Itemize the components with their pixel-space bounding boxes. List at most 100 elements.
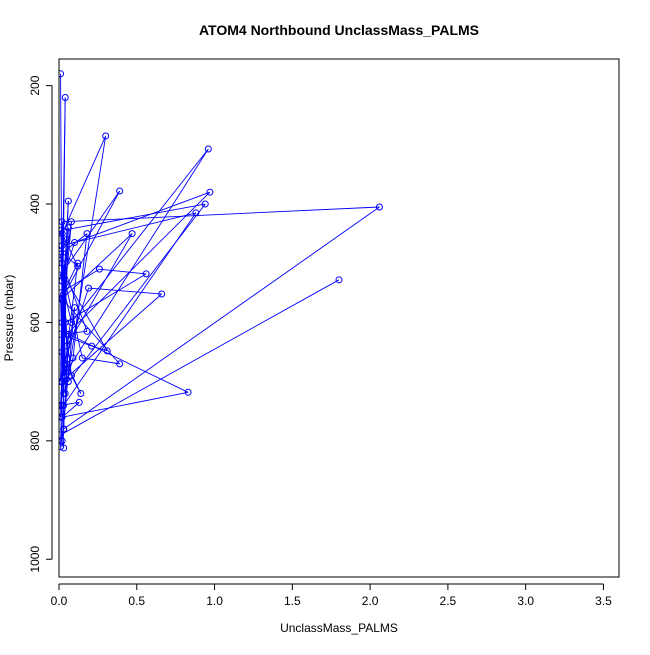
series-segment	[88, 287, 162, 295]
series-segment	[63, 274, 108, 352]
series-segment	[68, 333, 189, 393]
y-tick-label: 200	[28, 75, 42, 95]
data-point	[71, 239, 79, 247]
y-axis-label: Pressure (mbar)	[2, 275, 16, 362]
data-point	[204, 145, 212, 153]
data-point	[95, 265, 103, 273]
data-point	[335, 276, 343, 284]
series-segment	[61, 402, 80, 418]
series-segment	[67, 203, 206, 382]
data-point	[60, 360, 68, 368]
x-tick-label: 2.0	[362, 594, 379, 608]
series-segment	[63, 274, 83, 359]
data-point	[61, 93, 69, 101]
data-point	[71, 304, 79, 312]
data-point	[116, 187, 124, 195]
data-point	[102, 132, 110, 140]
y-tick-label: 600	[28, 312, 42, 332]
y-tick-label: 800	[28, 431, 42, 451]
chart-title: ATOM4 Northbound UnclassMass_PALMS	[199, 22, 479, 38]
series-segment	[60, 292, 65, 394]
series-segment	[61, 293, 162, 382]
data-point	[59, 250, 65, 258]
data-point	[59, 227, 65, 235]
series-segment	[99, 268, 147, 275]
x-tick-label: 1.5	[284, 594, 301, 608]
data-point	[59, 70, 65, 78]
series-segment	[82, 357, 120, 365]
data-point	[59, 330, 65, 338]
data-point	[63, 236, 71, 244]
data-point	[184, 388, 192, 396]
data-point	[63, 360, 71, 368]
series-segment	[74, 191, 211, 243]
series-segment	[64, 135, 107, 394]
data-point	[64, 330, 72, 338]
x-tick-label: 0.5	[128, 594, 145, 608]
data-point	[69, 354, 77, 362]
data-point	[116, 360, 124, 368]
x-axis: 0.0 0.5 1.0 1.5 2.0 2.5 3.0 3.5	[51, 583, 612, 608]
data-point	[67, 372, 75, 380]
data-point	[60, 425, 68, 433]
data-point	[59, 413, 65, 421]
series-segment	[60, 381, 63, 418]
series-segment	[63, 148, 209, 376]
data-point	[85, 284, 93, 292]
series-segment	[62, 206, 380, 223]
x-tick-label: 2.5	[440, 594, 457, 608]
data-point	[63, 342, 71, 350]
x-tick-label: 0.0	[51, 594, 68, 608]
data-point	[59, 443, 65, 451]
data-point	[77, 389, 85, 397]
series-segment	[71, 148, 209, 323]
data-point	[206, 188, 214, 196]
y-axis: 200 400 600 800 1000	[28, 75, 53, 573]
data-point	[192, 209, 200, 217]
series-segment	[60, 233, 88, 255]
series-segment	[61, 135, 107, 234]
series-segment	[62, 212, 196, 246]
series-segment	[61, 233, 79, 267]
data-point	[142, 270, 150, 278]
x-tick-label: 1.0	[206, 594, 223, 608]
data-point	[158, 290, 166, 298]
series-segment	[61, 233, 133, 300]
x-tick-label: 3.0	[517, 594, 534, 608]
series-segment	[64, 273, 147, 323]
series-segment	[66, 363, 82, 394]
data-point	[103, 347, 111, 355]
x-axis-label: UnclassMass_PALMS	[280, 621, 398, 635]
y-tick-label: 400	[28, 194, 42, 214]
data-point	[201, 200, 209, 208]
series-segment	[66, 233, 133, 347]
series-segment	[61, 242, 75, 282]
series-segment	[63, 212, 197, 406]
series-segment	[62, 391, 189, 418]
series-segment	[63, 334, 69, 430]
data-point	[74, 262, 82, 270]
series-segment	[61, 190, 121, 299]
data-point	[67, 218, 75, 226]
data-point	[64, 224, 72, 232]
plot-frame	[58, 58, 620, 578]
series-segment	[63, 206, 380, 430]
data-point	[64, 197, 72, 205]
data-point	[60, 444, 68, 452]
series-segment	[60, 203, 206, 232]
series-segment	[60, 279, 340, 436]
data-point	[128, 230, 136, 238]
data-point	[61, 318, 69, 326]
series-segment	[61, 405, 65, 448]
data-point	[60, 389, 68, 397]
data-point	[375, 203, 383, 211]
x-tick-label: 3.5	[595, 594, 612, 608]
data-point	[83, 327, 91, 335]
data-point	[59, 431, 65, 439]
data-point	[75, 398, 83, 406]
data-point	[88, 342, 96, 350]
data-point	[78, 354, 86, 362]
